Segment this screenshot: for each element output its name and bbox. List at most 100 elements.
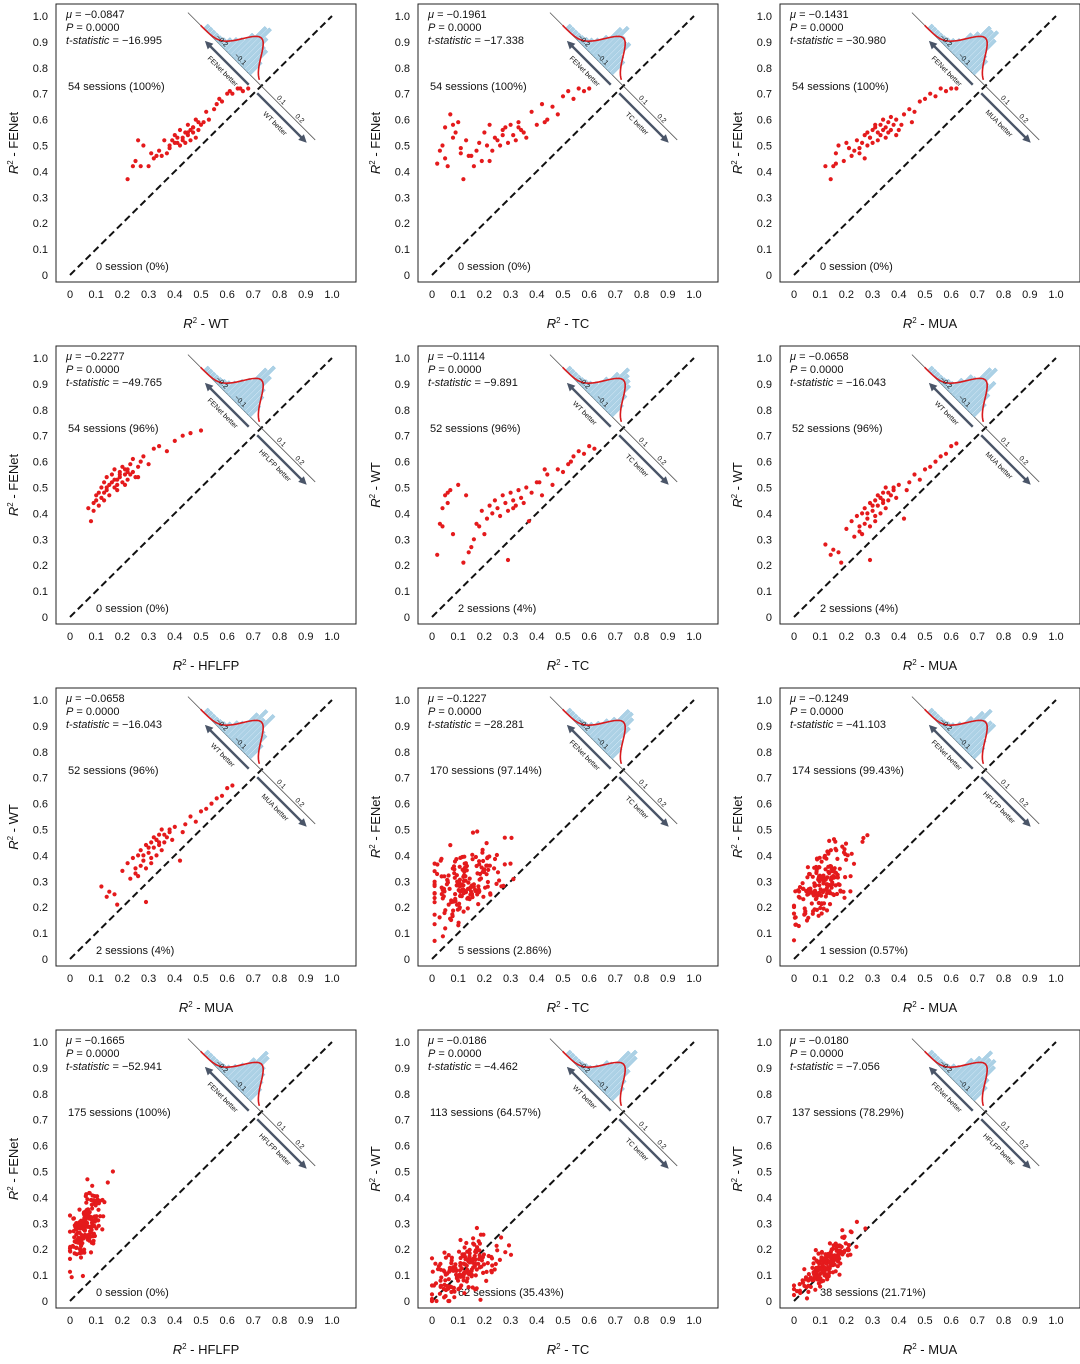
y-axis-label: R2 - FENet (730, 111, 745, 174)
y-tick-label: 0.6 (33, 457, 48, 469)
inset-left-label: WT better (209, 742, 236, 769)
data-point (826, 1251, 831, 1256)
data-point (454, 1268, 459, 1273)
data-point (162, 138, 167, 143)
inset-left-label: FENet better (930, 1081, 963, 1114)
x-tick-label: 0.7 (246, 631, 261, 643)
y-axis-label: R2 - FENet (730, 795, 745, 858)
data-point (125, 477, 130, 482)
data-point (487, 503, 492, 508)
y-tick-label: 0.9 (757, 37, 772, 49)
y-tick-label: 0.7 (33, 1115, 48, 1127)
inset-left-label: FENet better (568, 739, 601, 772)
inset-kde-curve (924, 24, 988, 80)
data-point (840, 1228, 845, 1233)
data-point (138, 164, 143, 169)
inset-right-label: TC better (624, 1137, 650, 1163)
stat-mu: μ = −0.0180 (789, 1035, 849, 1047)
data-point (133, 866, 138, 871)
inset-left-label: WT better (571, 1084, 598, 1111)
data-point (459, 1283, 464, 1288)
left-arrow-shaft (208, 386, 250, 428)
x-tick-label: 1.0 (1048, 631, 1063, 643)
data-point (149, 855, 154, 861)
data-point (474, 1250, 479, 1255)
data-point (429, 1298, 435, 1304)
left-arrow-shaft (208, 44, 250, 86)
data-point (438, 1284, 443, 1289)
x-tick-label: 0.4 (529, 1315, 544, 1327)
data-point (146, 462, 151, 467)
x-axis-label: R2 - MUA (903, 658, 958, 673)
data-point (812, 1256, 817, 1261)
y-tick-label: 0.4 (33, 166, 48, 178)
data-point (465, 1267, 470, 1272)
data-point (101, 1214, 106, 1219)
data-point (68, 1244, 73, 1249)
left-arrow-head (204, 724, 214, 734)
data-point (818, 1284, 823, 1289)
data-point (435, 871, 440, 877)
stat-p: P = 0.0000 (428, 364, 482, 376)
data-point (204, 806, 209, 811)
data-point (486, 1253, 491, 1259)
data-point (68, 1249, 73, 1254)
y-axis-label: R2 - WT (368, 462, 383, 508)
data-point (865, 130, 870, 135)
y-tick-label: 1.0 (395, 353, 410, 365)
data-point (516, 125, 521, 130)
inset-tick: 0.1 (637, 95, 649, 107)
y-tick-label: 0.9 (395, 721, 410, 733)
data-point (824, 856, 829, 861)
inset-kde-curve (562, 708, 626, 764)
data-point (442, 1295, 447, 1300)
data-point (198, 122, 204, 127)
data-point (505, 557, 511, 563)
inset-hist-bar (609, 403, 624, 418)
data-point (440, 888, 445, 893)
y-tick-label: 0.1 (757, 586, 772, 598)
x-tick-label: 0.1 (451, 1315, 466, 1327)
right-arrow-shaft (980, 1118, 1028, 1166)
x-tick-label: 0.8 (996, 1315, 1011, 1327)
x-tick-label: 0.4 (167, 631, 182, 643)
y-tick-label: 0.3 (757, 192, 772, 204)
data-point (810, 874, 815, 879)
y-tick-label: 0.5 (33, 483, 48, 495)
y-tick-label: 0.8 (757, 747, 772, 759)
stat-p: P = 0.0000 (66, 364, 120, 376)
data-point (814, 1265, 819, 1271)
count-below: 0 session (0%) (458, 261, 531, 273)
data-point (446, 873, 451, 878)
x-tick-label: 0.6 (220, 631, 235, 643)
data-point (456, 1278, 461, 1283)
data-point (462, 873, 467, 878)
x-tick-label: 0.3 (141, 289, 156, 301)
inset-hist-bar (235, 27, 272, 64)
data-point (928, 91, 933, 96)
data-point (449, 1255, 454, 1260)
data-point (432, 869, 437, 874)
count-above: 52 sessions (96%) (68, 765, 159, 777)
data-point (943, 451, 949, 456)
x-tick-label: 0.1 (451, 973, 466, 985)
x-tick-label: 0.3 (865, 973, 880, 985)
scatter-panel: 0 0 0.1 0.1 0.2 0.2 0.3 0.3 0.4 0.4 0.5 0.5 0.6 0.6 0.… (730, 1029, 1080, 1357)
data-point (115, 488, 120, 493)
data-point (471, 537, 476, 542)
data-point (487, 854, 492, 859)
data-point (479, 508, 484, 513)
x-tick-label: 0.1 (813, 1315, 828, 1327)
data-point (474, 521, 479, 526)
x-tick-label: 0.8 (996, 631, 1011, 643)
x-tick-label: 0.6 (220, 289, 235, 301)
data-point (120, 464, 125, 469)
data-point (813, 883, 818, 888)
stat-mu: μ = −0.1114 (427, 351, 485, 363)
y-tick-label: 0.5 (395, 483, 410, 495)
x-tick-label: 0.7 (246, 289, 261, 301)
stat-p: P = 0.0000 (66, 706, 120, 718)
data-point (828, 848, 833, 853)
plot-frame (779, 3, 1080, 283)
data-point (576, 449, 581, 454)
